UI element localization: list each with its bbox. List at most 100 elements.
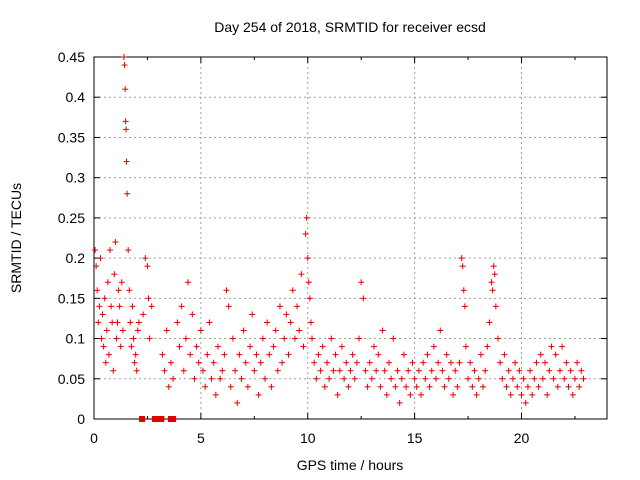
axis-ticks: 0 0.05 0.1 0.15 0.2 0.25 0.3 0.35 0.4 0.45 0 5 10 15 2… bbox=[58, 49, 607, 446]
data-point bbox=[140, 311, 147, 318]
x-axis-label: GPS time / hours bbox=[297, 457, 404, 473]
data-point bbox=[535, 383, 542, 390]
data-point bbox=[253, 351, 260, 358]
data-point bbox=[303, 214, 310, 221]
data-point bbox=[217, 375, 224, 382]
data-point bbox=[238, 375, 245, 382]
data-point bbox=[236, 351, 243, 358]
data-point bbox=[418, 391, 425, 398]
data-point bbox=[353, 359, 360, 366]
y-tick-label: 0.35 bbox=[58, 129, 85, 145]
data-point bbox=[232, 367, 239, 374]
data-point bbox=[499, 375, 506, 382]
data-point bbox=[398, 375, 405, 382]
data-point bbox=[392, 383, 399, 390]
y-axis-label: SRMTID / TECUs bbox=[8, 183, 24, 293]
data-point bbox=[307, 319, 314, 326]
data-point bbox=[524, 383, 531, 390]
data-point bbox=[358, 279, 365, 286]
data-point bbox=[101, 295, 108, 302]
data-point bbox=[108, 303, 115, 310]
data-point bbox=[283, 311, 290, 318]
data-point bbox=[486, 319, 493, 326]
data-point bbox=[306, 295, 313, 302]
data-point bbox=[219, 367, 226, 374]
data-point bbox=[110, 367, 117, 374]
data-point bbox=[492, 303, 499, 310]
data-point bbox=[125, 247, 132, 254]
data-point bbox=[366, 359, 373, 366]
data-point bbox=[403, 383, 410, 390]
data-point bbox=[323, 359, 330, 366]
data-point bbox=[371, 343, 378, 350]
y-tick-label: 0.4 bbox=[66, 89, 86, 105]
data-point bbox=[113, 335, 120, 342]
data-point bbox=[385, 359, 392, 366]
data-point bbox=[561, 375, 568, 382]
data-point bbox=[291, 335, 298, 342]
data-point bbox=[281, 335, 288, 342]
x-tick-label: 0 bbox=[90, 430, 98, 446]
data-point bbox=[214, 343, 221, 350]
data-point bbox=[345, 383, 352, 390]
data-point bbox=[130, 335, 137, 342]
data-point bbox=[522, 399, 529, 406]
data-point bbox=[182, 335, 189, 342]
data-point bbox=[334, 391, 341, 398]
data-point bbox=[234, 399, 241, 406]
data-point bbox=[576, 383, 583, 390]
data-point bbox=[257, 359, 264, 366]
data-point bbox=[512, 359, 519, 366]
data-point bbox=[529, 391, 536, 398]
data-point bbox=[296, 327, 303, 334]
y-tick-label: 0.3 bbox=[66, 170, 86, 186]
data-point bbox=[381, 367, 388, 374]
data-point bbox=[208, 375, 215, 382]
data-point bbox=[285, 351, 292, 358]
data-point bbox=[471, 367, 478, 374]
data-point bbox=[516, 367, 523, 374]
y-tick-label: 0 bbox=[77, 411, 85, 427]
data-point bbox=[185, 279, 192, 286]
y-tick-label: 0.1 bbox=[66, 331, 86, 347]
data-point bbox=[497, 359, 504, 366]
data-point bbox=[202, 383, 209, 390]
data-point bbox=[484, 343, 491, 350]
data-point bbox=[210, 359, 217, 366]
data-point bbox=[461, 303, 468, 310]
data-point bbox=[413, 383, 420, 390]
plot-frame bbox=[93, 56, 608, 420]
zero-value-markers bbox=[139, 416, 177, 422]
data-point bbox=[120, 54, 127, 60]
data-point bbox=[212, 391, 219, 398]
data-point bbox=[394, 367, 401, 374]
data-point bbox=[565, 383, 572, 390]
data-point bbox=[128, 343, 135, 350]
data-point bbox=[107, 247, 114, 254]
data-point bbox=[509, 375, 516, 382]
data-point bbox=[356, 335, 363, 342]
data-point bbox=[330, 367, 337, 374]
data-point bbox=[225, 303, 232, 310]
data-point bbox=[227, 383, 234, 390]
data-point bbox=[159, 351, 166, 358]
data-point bbox=[554, 383, 561, 390]
data-point bbox=[93, 263, 100, 270]
data-point bbox=[514, 383, 521, 390]
data-point bbox=[454, 383, 461, 390]
data-point bbox=[527, 367, 534, 374]
data-point bbox=[458, 255, 465, 262]
data-point bbox=[145, 295, 152, 302]
data-point bbox=[191, 375, 198, 382]
data-point bbox=[548, 343, 555, 350]
data-point bbox=[298, 271, 305, 278]
data-point bbox=[221, 351, 228, 358]
data-point bbox=[336, 367, 343, 374]
data-point bbox=[170, 375, 177, 382]
data-point bbox=[229, 335, 236, 342]
data-point bbox=[379, 327, 386, 334]
data-point bbox=[351, 375, 358, 382]
data-point bbox=[559, 343, 566, 350]
data-point bbox=[494, 335, 501, 342]
data-point bbox=[274, 367, 281, 374]
